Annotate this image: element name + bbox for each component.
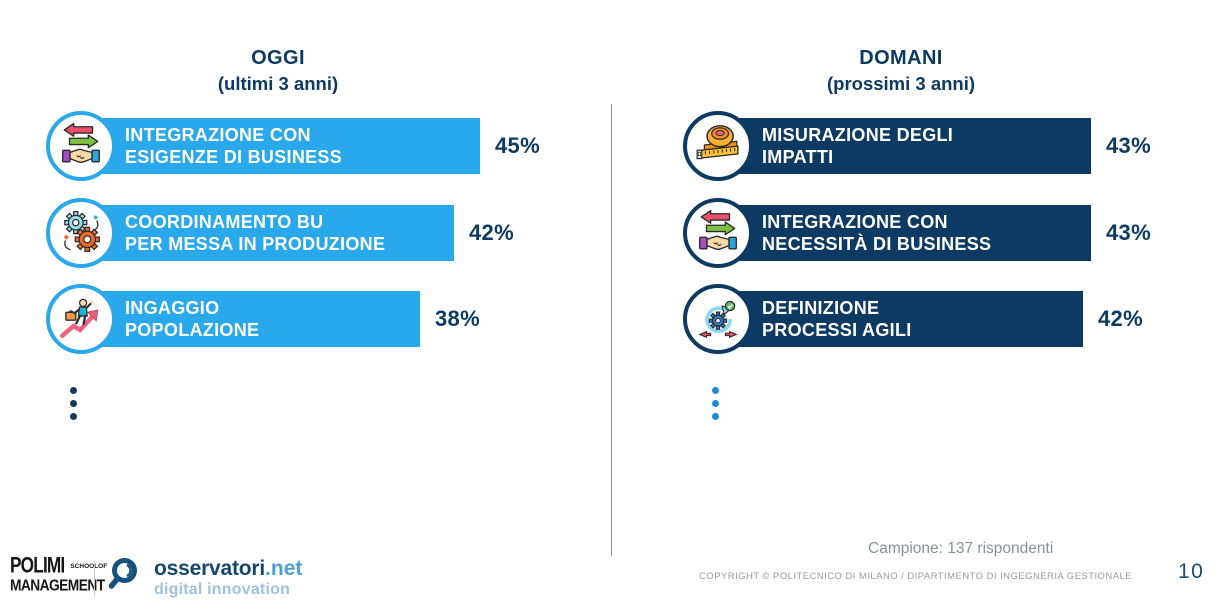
bar-row-oggi-1: INTEGRAZIONE CON ESIGENZE DI BUSINESS 45… [46, 111, 540, 181]
magnifier-icon [107, 556, 147, 601]
bar-oggi-1: INTEGRAZIONE CON ESIGENZE DI BUSINESS [97, 118, 480, 174]
icon-circle [683, 111, 753, 181]
ellipsis-dot [712, 400, 719, 407]
bar-label-line1: INGAGGIO [125, 298, 220, 318]
ellipsis-dot [712, 413, 719, 420]
icon-circle [683, 284, 753, 354]
bar-domani-2: INTEGRAZIONE CON NECESSITÀ DI BUSINESS [734, 205, 1091, 261]
agile-process-icon [695, 294, 741, 345]
osservatori-logo: osservatori.net digital innovation [107, 556, 302, 601]
bar-oggi-3: INGAGGIO POPOLAZIONE [97, 291, 420, 347]
bar-label-line2: ESIGENZE DI BUSINESS [125, 147, 343, 167]
polimi-logo-schoolof: SCHOOLOF [70, 563, 108, 570]
left-title-line2: (ultimi 3 anni) [217, 73, 339, 94]
ellipsis-dot [70, 400, 77, 407]
polimi-management-logo: POLIMI SCHOOLOF MANAGEMENT [10, 553, 110, 595]
osservatori-tagline: digital innovation [154, 580, 291, 598]
bar-label-line2: POPOLAZIONE [125, 320, 260, 340]
polimi-logo-line1: POLIMI [10, 553, 65, 578]
ellipsis-dot [712, 387, 719, 394]
left-title-line1: OGGI [251, 47, 305, 69]
ellipsis-right [712, 387, 719, 420]
right-column-title: DOMANI (prossimi 3 anni) [701, 46, 1101, 96]
bar-row-domani-2: INTEGRAZIONE CON NECESSITÀ DI BUSINESS 4… [683, 198, 1151, 268]
bar-label-line1: DEFINIZIONE [762, 298, 880, 318]
logo-divider [94, 561, 95, 596]
polimi-logo-line2: MANAGEMENT [10, 577, 105, 595]
bar-row-oggi-3: INGAGGIO POPOLAZIONE 38% [46, 284, 480, 354]
bar-row-domani-3: DEFINIZIONE PROCESSI AGILI 42% [683, 284, 1143, 354]
osservatori-net: .net [265, 556, 303, 580]
osservatori-name: osservatori [154, 556, 266, 580]
gears-icon [58, 208, 104, 259]
bar-domani-3: DEFINIZIONE PROCESSI AGILI [734, 291, 1083, 347]
percent-label: 43% [1106, 133, 1151, 158]
left-column-title: OGGI (ultimi 3 anni) [78, 46, 478, 96]
column-divider [611, 104, 612, 556]
bar-label-line1: MISURAZIONE DEGLI [762, 125, 954, 145]
percent-label: 43% [1106, 220, 1151, 245]
icon-circle [46, 198, 116, 268]
copyright-text: COPYRIGHT © POLITECNICO DI MILANO / DIPA… [699, 571, 1132, 582]
measuring-tape-icon [695, 121, 741, 172]
bar-label-line1: INTEGRAZIONE CON [125, 125, 311, 145]
bar-label-line2: NECESSITÀ DI BUSINESS [762, 234, 992, 254]
bar-oggi-2: COORDINAMENTO BU PER MESSA IN PRODUZIONE [97, 205, 454, 261]
handshake-arrows-icon [58, 121, 104, 172]
bar-row-domani-1: MISURAZIONE DEGLI IMPATTI 43% [683, 111, 1151, 181]
handshake-arrows-icon [695, 208, 741, 259]
career-growth-icon [58, 294, 104, 345]
percent-label: 42% [469, 220, 514, 245]
bar-label-line1: COORDINAMENTO BU [125, 212, 324, 232]
bar-label-line1: INTEGRAZIONE CON [762, 212, 948, 232]
right-title-line1: DOMANI [859, 47, 943, 69]
ellipsis-dot [70, 387, 77, 394]
ellipsis-dot [70, 413, 77, 420]
ellipsis-left [70, 387, 77, 420]
bar-label-line2: PER MESSA IN PRODUZIONE [125, 234, 386, 254]
percent-label: 42% [1098, 306, 1143, 331]
bar-label-line2: IMPATTI [762, 147, 834, 167]
percent-label: 38% [435, 306, 480, 331]
right-title-line2: (prossimi 3 anni) [826, 73, 976, 94]
page-number: 10 [1178, 560, 1205, 583]
bar-label-line2: PROCESSI AGILI [762, 320, 912, 340]
bar-row-oggi-2: COORDINAMENTO BU PER MESSA IN PRODUZIONE… [46, 198, 514, 268]
percent-label: 45% [495, 133, 540, 158]
sample-size-note: Campione: 137 rispondenti [868, 540, 1054, 557]
icon-circle [46, 284, 116, 354]
bar-domani-1: MISURAZIONE DEGLI IMPATTI [734, 118, 1091, 174]
icon-circle [46, 111, 116, 181]
icon-circle [683, 198, 753, 268]
